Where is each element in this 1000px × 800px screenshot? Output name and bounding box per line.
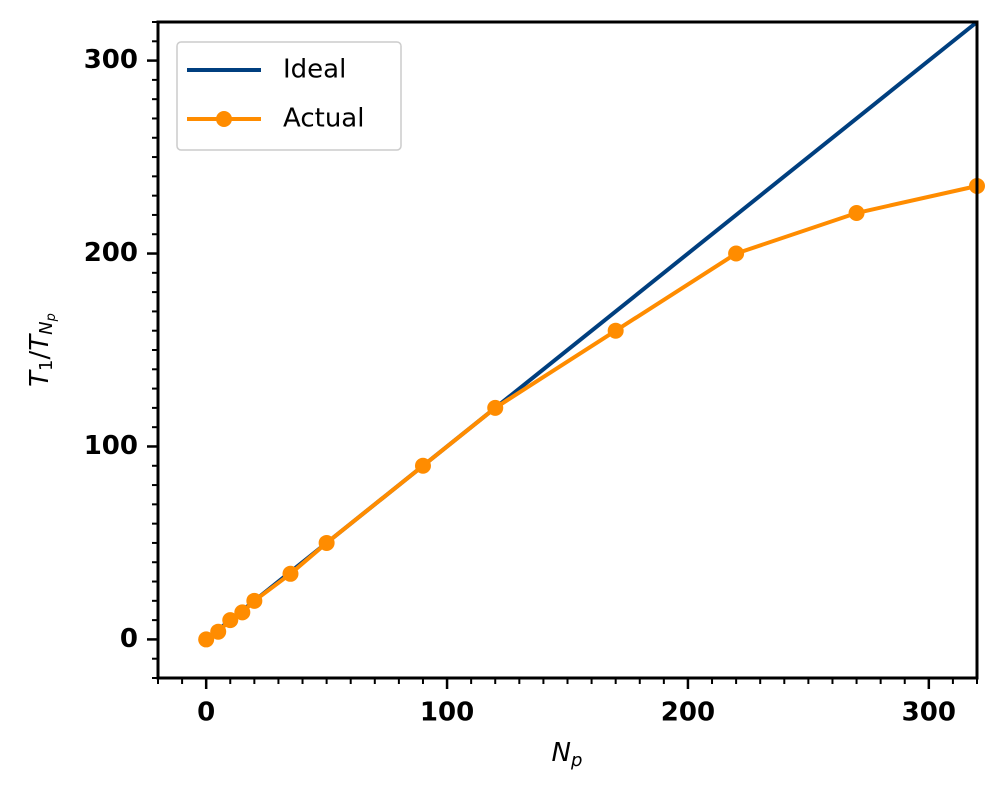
y-tick-label: 100 [84,431,138,461]
data-point [607,322,624,339]
y-tick-label: 200 [84,238,138,268]
data-point [222,612,239,629]
x-tick-label: 200 [661,698,715,728]
data-point [728,245,745,262]
y-label-part: 1 [36,360,57,371]
y-label-part: N [36,321,57,334]
y-tick-label: 0 [120,624,138,654]
series-line [205,184,978,642]
y-label-part: / [25,351,55,360]
plot-frame [156,20,979,680]
data-point [487,399,504,416]
x-tick-label: 0 [197,698,215,728]
legend-label: Actual [283,104,364,134]
y-label-part: p [44,313,59,322]
data-point [848,205,865,222]
data-point [210,623,227,640]
y-tick-label: 300 [84,45,138,75]
x-label-sub: p [570,750,582,771]
plot-area [198,20,985,648]
x-label-main: N [552,738,571,768]
data-point [318,534,335,551]
data-point [414,457,431,474]
legend-marker [216,111,232,127]
data-point [282,565,299,582]
x-tick-label: 300 [902,698,956,728]
data-point [246,592,263,609]
data-point [234,604,251,621]
y-axis-label: T1/TNp [25,313,59,387]
data-point [198,631,215,648]
y-label-part: T [25,333,55,351]
legend-label: Ideal [283,55,346,85]
x-axis-label: Np [552,738,583,772]
x-tick-label: 100 [420,698,474,728]
y-label-part: T [25,369,55,387]
